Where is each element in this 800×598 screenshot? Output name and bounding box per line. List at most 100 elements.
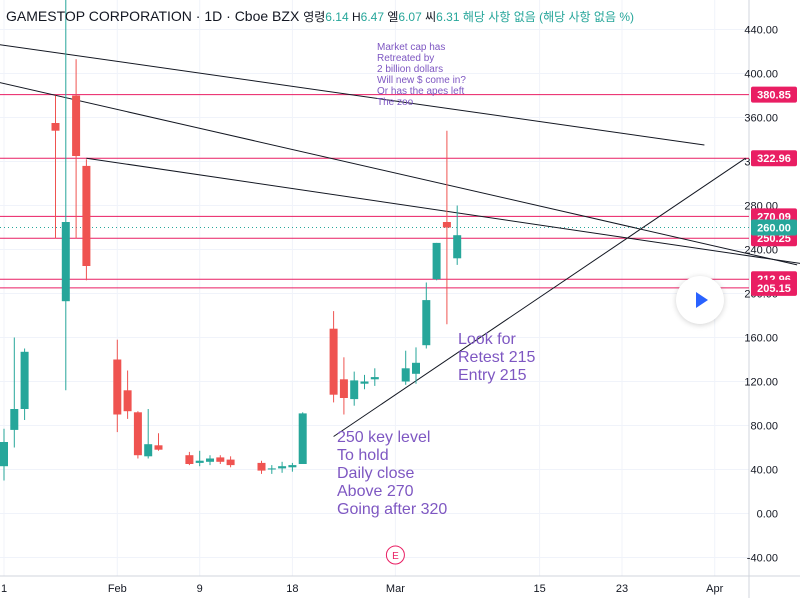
candle-body <box>339 379 348 398</box>
candle-body <box>288 465 297 468</box>
x-tick-label: 15 <box>533 583 545 595</box>
note-line: 250 key level <box>337 429 430 446</box>
symbol-title: GAMESTOP CORPORATION · 1D · Cboe BZX <box>6 8 300 24</box>
price-label-322.96: 322.96 <box>751 150 797 167</box>
note-line: To hold <box>337 447 389 464</box>
candle-body <box>442 222 451 228</box>
candle-body <box>422 300 431 346</box>
candle-body <box>298 413 307 464</box>
note-line: 2 billion dollars <box>377 64 443 75</box>
candle-body <box>329 328 338 395</box>
trendline <box>0 82 798 266</box>
last-price-label: 260.00 <box>751 219 797 236</box>
y-tick-label: 120.00 <box>744 377 778 389</box>
note-line: Entry 215 <box>458 367 527 384</box>
candle <box>82 159 91 281</box>
candle <box>72 59 81 239</box>
last-price-box <box>751 219 797 236</box>
candle-body <box>216 457 225 462</box>
candle-body <box>61 222 70 302</box>
candle <box>123 370 132 419</box>
candle <box>401 350 410 385</box>
candle <box>144 409 153 459</box>
candle-body <box>20 351 29 409</box>
candle <box>61 0 70 391</box>
candle-body <box>278 466 287 469</box>
candle <box>298 412 307 464</box>
candle-body <box>51 123 60 131</box>
candle-body <box>206 458 214 462</box>
candle <box>0 428 8 481</box>
close-label: 씨 <box>425 10 437 24</box>
note-line: Or has the apes left <box>377 86 464 97</box>
event-marker-text: E <box>392 551 399 562</box>
candle <box>339 357 348 415</box>
y-tick-label: 440.00 <box>744 25 778 37</box>
trendline <box>333 157 746 437</box>
candle-body <box>267 468 276 470</box>
price-label-box <box>751 150 797 167</box>
note-line: Look for <box>458 331 516 348</box>
price-label-text: 322.96 <box>757 153 791 165</box>
chart-header: GAMESTOP CORPORATION · 1D · Cboe BZX 영령6… <box>6 8 634 25</box>
candle <box>226 456 235 468</box>
candle-body <box>350 380 359 400</box>
candle <box>350 371 359 406</box>
x-tick-label: Apr <box>706 583 723 595</box>
candle <box>20 348 29 420</box>
candle <box>195 450 204 467</box>
candle <box>206 455 214 466</box>
candle-body <box>401 368 410 382</box>
candle <box>329 311 338 403</box>
price-label-205.15: 205.15 <box>751 279 797 296</box>
high-value: 6.47 <box>360 10 385 24</box>
open-value: 6.14 <box>325 10 349 24</box>
candle-body <box>185 455 194 464</box>
y-tick-label: 240.00 <box>744 245 778 257</box>
candle-body <box>82 165 91 266</box>
x-tick-label: 1 <box>1 583 7 595</box>
note-line: Retest 215 <box>458 349 535 366</box>
candle-body <box>133 412 142 456</box>
trendline <box>86 157 800 264</box>
earnings-event-marker: E <box>385 545 405 565</box>
candle-body <box>10 409 19 430</box>
x-tick-label: 18 <box>286 583 298 595</box>
y-tick-label: 0.00 <box>757 509 778 521</box>
candle <box>453 205 462 265</box>
candle-body <box>412 362 420 374</box>
change-text: 해당 사항 없음 (해당 사항 없음 %) <box>462 10 635 24</box>
close-value: 6.31 <box>436 10 460 24</box>
note-line: Market cap has <box>377 42 445 53</box>
candle <box>288 462 297 472</box>
candle <box>422 282 431 349</box>
candle-body <box>154 445 163 450</box>
candle-body <box>453 235 462 259</box>
price-label-text: 205.15 <box>757 283 791 295</box>
note-line: Will new $ come in? <box>377 75 466 86</box>
price-label-box <box>751 279 797 296</box>
candle <box>51 95 60 239</box>
candle <box>278 461 287 473</box>
y-tick-label: -40.00 <box>747 553 778 565</box>
x-tick-label: 9 <box>197 583 203 595</box>
play-button[interactable] <box>676 276 724 324</box>
candle-body <box>123 390 132 412</box>
price-label-text: 250.25 <box>757 233 791 245</box>
candle <box>10 337 19 448</box>
note-line: Above 270 <box>337 483 414 500</box>
y-tick-label: 160.00 <box>744 333 778 345</box>
high-label: H <box>351 10 361 24</box>
x-tick-label: 23 <box>616 583 628 595</box>
candle-body <box>144 444 153 457</box>
candle <box>432 242 441 281</box>
candle-body <box>113 359 122 415</box>
candle <box>412 347 420 384</box>
candle <box>113 339 122 433</box>
trendline <box>0 44 705 146</box>
candle <box>360 374 369 390</box>
